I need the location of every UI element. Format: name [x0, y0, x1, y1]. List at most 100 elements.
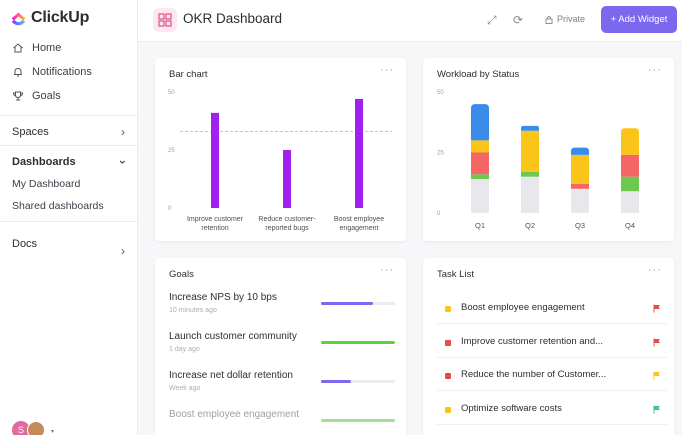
stacked-bar-segment[interactable]: [571, 154, 589, 184]
docs-label: Docs: [12, 238, 38, 250]
priority-flag-icon[interactable]: [653, 405, 661, 414]
task-row[interactable]: Boost employee engagement: [437, 298, 667, 324]
stacked-bar-segment[interactable]: [521, 130, 539, 172]
task-name: Boost employee engagement: [461, 302, 585, 313]
goal-title[interactable]: Boost employee engagement: [169, 409, 300, 420]
goal-timestamp: 10 minutes ago: [169, 307, 217, 314]
task-name: Reduce the number of Customer...: [461, 369, 607, 380]
goal-progress-bar: [321, 419, 395, 422]
goal-title[interactable]: Increase net dollar retention: [169, 370, 293, 381]
status-square-icon[interactable]: [445, 339, 451, 346]
stacked-bar-segment[interactable]: [471, 140, 489, 153]
spaces-section[interactable]: Spaces ›: [12, 125, 125, 139]
more-icon[interactable]: ···: [380, 264, 394, 276]
task-row[interactable]: Improve customer retention and...: [437, 332, 667, 358]
more-icon[interactable]: ···: [380, 64, 394, 76]
priority-flag-icon[interactable]: [653, 371, 661, 380]
y-tick-label: 0: [168, 206, 172, 212]
x-tick-label: reported bugs: [265, 225, 309, 232]
task-name: Optimize software costs: [461, 402, 562, 414]
x-tick-label: Boost employee: [334, 216, 384, 223]
page-title: OKR Dashboard: [183, 11, 283, 26]
priority-flag-icon[interactable]: [653, 304, 661, 313]
task-name: Improve customer retention and...: [461, 335, 604, 347]
docs-section[interactable]: Docs ›: [12, 230, 125, 258]
stacked-bar-segment[interactable]: [571, 183, 589, 189]
lock-icon: [545, 15, 553, 24]
x-tick-label: Q1: [475, 221, 485, 230]
avatar[interactable]: [27, 421, 45, 435]
goal-progress-fill: [321, 341, 395, 344]
privacy-toggle[interactable]: Private: [545, 14, 585, 24]
bar[interactable]: [355, 98, 363, 208]
y-tick-label: 50: [168, 90, 175, 96]
goal-progress-bar: [321, 341, 395, 344]
status-square-icon[interactable]: [445, 373, 451, 379]
clickup-logo[interactable]: ClickUp: [10, 9, 89, 27]
bar[interactable]: [283, 150, 291, 208]
nav-home[interactable]: Home: [12, 42, 61, 54]
nav-goals[interactable]: Goals: [12, 90, 61, 102]
expand-icon[interactable]: ⤢: [487, 13, 497, 27]
task-row[interactable]: Optimize software costs: [437, 399, 667, 425]
sidebar-divider: [0, 145, 138, 146]
stacked-bar-segment[interactable]: [621, 176, 639, 192]
chevron-down-icon[interactable]: ▾: [51, 429, 55, 435]
stacked-bar-segment[interactable]: [521, 171, 539, 177]
stacked-bar-segment[interactable]: [571, 188, 589, 213]
task-row[interactable]: Reduce the number of Customer...: [437, 365, 667, 391]
stacked-bar-segment[interactable]: [471, 104, 489, 141]
nav-notifications[interactable]: Notifications: [12, 66, 92, 78]
chevron-right-icon: ›: [121, 244, 125, 258]
priority-flag-icon[interactable]: [653, 338, 661, 347]
card-title: Goals: [169, 269, 194, 280]
y-tick-label: 0: [437, 211, 441, 217]
bar-chart: 50 25 0 Improve customer retention Reduce cus…: [168, 90, 392, 232]
goal-progress-fill: [321, 302, 373, 305]
stacked-bar-segment[interactable]: [621, 154, 639, 177]
goal-timestamp: 1 day ago: [169, 346, 200, 353]
status-square-icon[interactable]: [445, 306, 451, 312]
stacked-bar-segment[interactable]: [621, 128, 639, 155]
stacked-bar-segment[interactable]: [471, 152, 489, 175]
chevron-down-icon: ›: [116, 160, 130, 164]
stacked-bar-segment[interactable]: [521, 125, 539, 131]
spaces-label: Spaces: [12, 126, 49, 138]
card-title: Workload by Status: [437, 69, 520, 80]
sidebar-item-shared-dashboards[interactable]: Shared dashboards: [12, 200, 104, 212]
avatar-initial: S: [17, 425, 24, 435]
x-tick-label: retention: [201, 225, 228, 232]
stacked-bar-segment[interactable]: [571, 147, 589, 155]
y-tick-label: 25: [437, 151, 444, 157]
refresh-icon[interactable]: ⟳: [513, 13, 524, 27]
more-icon[interactable]: ···: [648, 64, 662, 76]
status-square-icon[interactable]: [445, 406, 451, 413]
stacked-bar-chart: 50 25 0 Q1 Q2 Q3 Q4: [437, 90, 639, 230]
home-icon: [13, 43, 23, 53]
dashboard-icon: [153, 8, 177, 32]
nav-home-label: Home: [32, 42, 62, 54]
goals-card: Goals ··· Increase NPS by 10 bps 10 minut…: [155, 258, 406, 435]
stacked-bar-segment[interactable]: [521, 176, 539, 213]
add-widget-button[interactable]: + Add Widget: [601, 6, 677, 33]
stacked-bar-segment[interactable]: [621, 191, 639, 213]
card-title: Task List: [437, 269, 474, 280]
nav-notifications-label: Notifications: [32, 66, 92, 78]
dashboards-section[interactable]: Dashboards ›: [12, 155, 130, 169]
clickup-logo-icon: [11, 12, 26, 25]
goal-progress-fill: [321, 380, 351, 383]
private-label: Private: [557, 14, 586, 24]
avatar[interactable]: S: [12, 421, 30, 435]
y-tick-label: 25: [168, 148, 175, 154]
sidebar-divider: [0, 221, 138, 222]
stacked-bar-segment[interactable]: [471, 174, 489, 180]
sidebar-item-my-dashboard[interactable]: My Dashboard: [12, 178, 81, 190]
stacked-bar-segment[interactable]: [471, 179, 489, 213]
x-tick-label: Q3: [575, 221, 585, 230]
x-tick-label: Improve customer: [187, 216, 244, 223]
goal-title[interactable]: Launch customer community: [169, 331, 297, 342]
more-icon[interactable]: ···: [648, 264, 662, 276]
trophy-icon: [12, 91, 24, 101]
bar[interactable]: [211, 112, 219, 208]
goal-title[interactable]: Increase NPS by 10 bps: [169, 292, 277, 303]
